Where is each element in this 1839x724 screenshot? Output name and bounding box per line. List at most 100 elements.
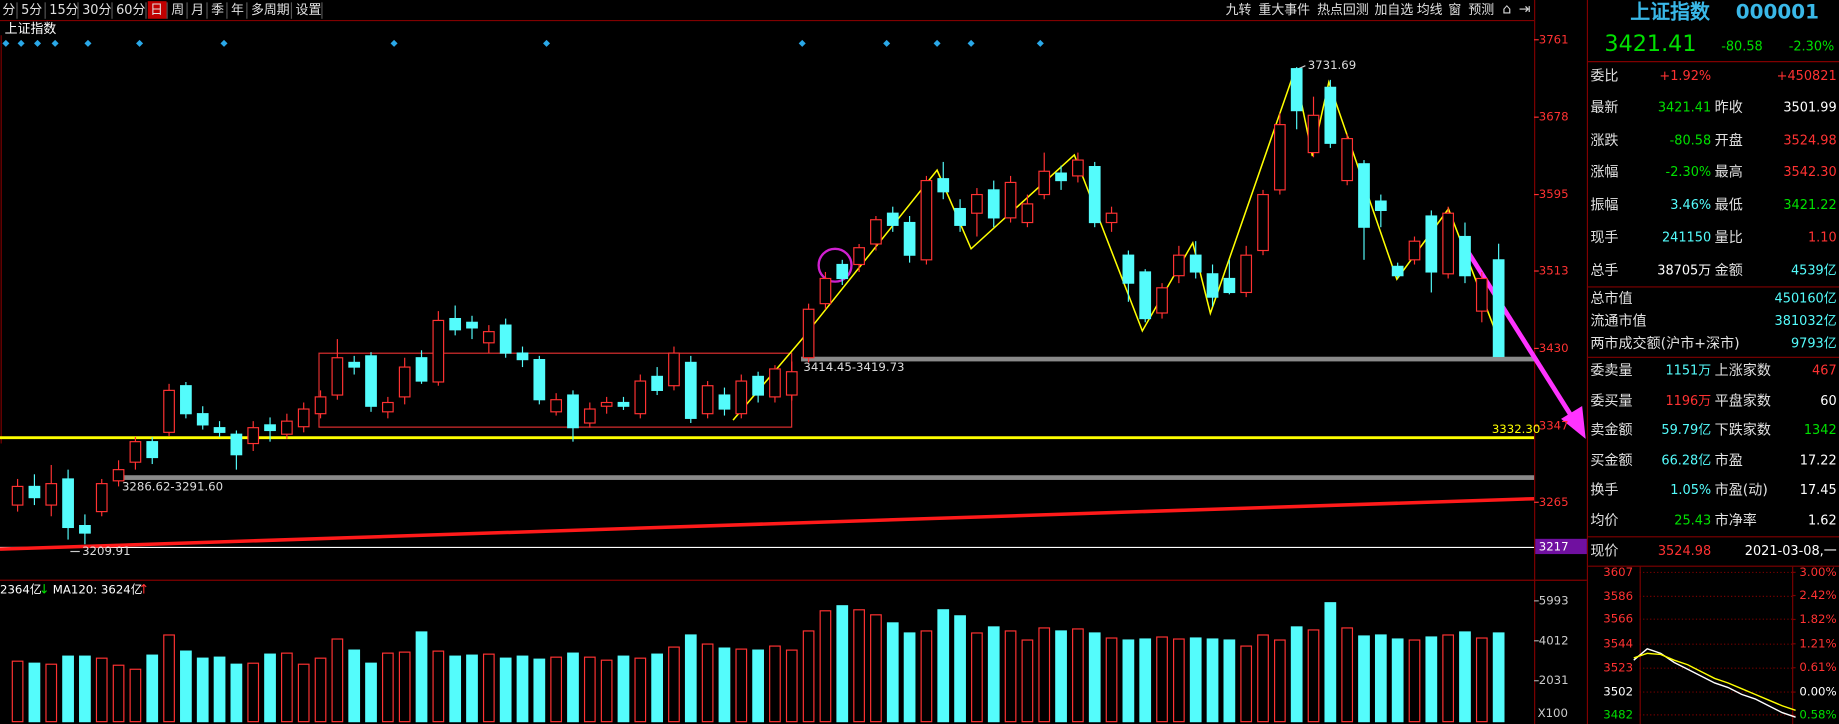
- tool-button[interactable]: 加自选: [1375, 3, 1414, 18]
- lock-icon[interactable]: ⌂: [1502, 1, 1511, 17]
- volume-bar: [735, 648, 748, 723]
- period-button[interactable]: 日: [150, 3, 163, 18]
- y2-tick-label: 0.58%: [1799, 708, 1836, 722]
- field-value: 38705万: [1657, 264, 1711, 279]
- candle-body: [28, 485, 41, 499]
- y2-tick-label: 2.42%: [1799, 588, 1836, 602]
- volume-bar: [634, 657, 647, 723]
- candle-body: [769, 368, 781, 398]
- cursor-price-label: 3217: [1539, 540, 1569, 554]
- field-label: 总市值: [1590, 290, 1632, 307]
- volume-bar: [415, 631, 428, 723]
- candle-body: [836, 263, 849, 280]
- candle-body: [937, 178, 950, 193]
- y-tick-label: 2031: [1539, 673, 1569, 687]
- period-button[interactable]: 设置: [296, 3, 322, 18]
- candle-body: [684, 361, 697, 419]
- volume-bar: [1122, 639, 1135, 723]
- volume-bar: [1055, 630, 1067, 723]
- period-button[interactable]: 15分: [49, 3, 78, 18]
- candle-body: [668, 352, 680, 387]
- field-value: 450160亿: [1775, 292, 1837, 307]
- candle-body: [1240, 254, 1253, 294]
- volume-bar: [62, 655, 74, 723]
- volume-bar: [1408, 639, 1421, 723]
- period-button[interactable]: 季: [211, 3, 224, 18]
- candle-body: [331, 357, 344, 396]
- y-tick-label: 3678: [1539, 110, 1569, 124]
- period-button[interactable]: 30分: [82, 3, 111, 18]
- price-annotation: 3209.91: [82, 544, 130, 558]
- field-value: 3421.41: [1658, 100, 1711, 115]
- period-button[interactable]: 5分: [21, 3, 42, 18]
- period-button[interactable]: 周: [171, 3, 184, 18]
- period-button[interactable]: 60分: [116, 3, 145, 18]
- field-value: 25.43: [1674, 513, 1711, 528]
- field-value: -80.58: [1670, 133, 1712, 148]
- field-label: 现价: [1590, 544, 1618, 560]
- tool-button[interactable]: 预测: [1468, 3, 1494, 18]
- period-button[interactable]: 分: [2, 3, 15, 18]
- candle-body: [634, 380, 647, 415]
- field-label: 昨收: [1715, 100, 1743, 116]
- candle-body: [230, 433, 243, 456]
- field-value: 381032亿: [1775, 314, 1837, 329]
- period-button[interactable]: 年: [231, 3, 244, 18]
- field-value: 1151万: [1665, 363, 1711, 378]
- quote-change-pct: -2.30%: [1789, 39, 1835, 54]
- candle-body: [1021, 203, 1034, 224]
- candle-body: [1105, 212, 1118, 224]
- exit-icon[interactable]: ⇥: [1519, 1, 1531, 17]
- candle-body: [1156, 287, 1168, 314]
- candle-body: [819, 277, 832, 305]
- y-tick-label: 3544: [1603, 637, 1633, 651]
- candle-body: [735, 380, 748, 415]
- volume-bar: [1358, 635, 1370, 723]
- candle-body: [701, 385, 714, 415]
- candle-body: [870, 219, 882, 245]
- volume-bar: [365, 662, 377, 723]
- arrow-shaft: [1464, 247, 1576, 422]
- candle-body: [466, 321, 478, 329]
- y-tick-label: 3566: [1603, 612, 1633, 626]
- tool-button[interactable]: 窗: [1448, 2, 1461, 18]
- volume-bar: [550, 656, 563, 723]
- candle-body: [1257, 193, 1269, 252]
- volume-bar: [870, 614, 882, 723]
- period-button[interactable]: 多周期: [251, 3, 290, 18]
- tool-button[interactable]: 重大事件: [1258, 2, 1310, 18]
- volume-bar: [920, 630, 933, 723]
- volume-bar: [617, 655, 630, 723]
- field-label: 换手: [1590, 481, 1618, 498]
- y-tick-label: 3513: [1539, 264, 1569, 278]
- y-tick-label: 3761: [1539, 32, 1569, 46]
- legend-arrow: ↓: [39, 583, 50, 598]
- field-label: 开盘: [1715, 132, 1743, 149]
- candle-body: [1206, 273, 1219, 298]
- volume-bar: [819, 610, 832, 723]
- volume-bar: [1206, 638, 1219, 723]
- period-button[interactable]: 月: [191, 3, 204, 18]
- volume-bar: [583, 656, 596, 723]
- tool-button[interactable]: 九转: [1226, 3, 1252, 18]
- field-label: 委比: [1590, 68, 1618, 84]
- volume-bar: [449, 655, 462, 723]
- y-tick-label: 3502: [1603, 685, 1633, 699]
- field-value: +1.92%: [1659, 69, 1711, 84]
- tool-button[interactable]: 均线: [1417, 3, 1443, 18]
- volume-bar: [1307, 629, 1320, 723]
- unit-label: X100: [1538, 706, 1568, 720]
- candle-body: [1358, 163, 1370, 228]
- candle-body: [348, 361, 361, 368]
- volume-bar: [112, 664, 125, 723]
- candle-body: [1459, 235, 1471, 277]
- price-annotation: 3731.69: [1308, 58, 1356, 72]
- volume-bar: [903, 632, 916, 723]
- volume-bar: [1290, 626, 1303, 723]
- volume-bar: [1492, 632, 1505, 723]
- tool-button[interactable]: 热点回测: [1317, 3, 1369, 18]
- volume-bar: [381, 652, 394, 723]
- volume-bar: [466, 654, 478, 723]
- volume-bar: [600, 659, 613, 723]
- candle-body: [987, 189, 1000, 219]
